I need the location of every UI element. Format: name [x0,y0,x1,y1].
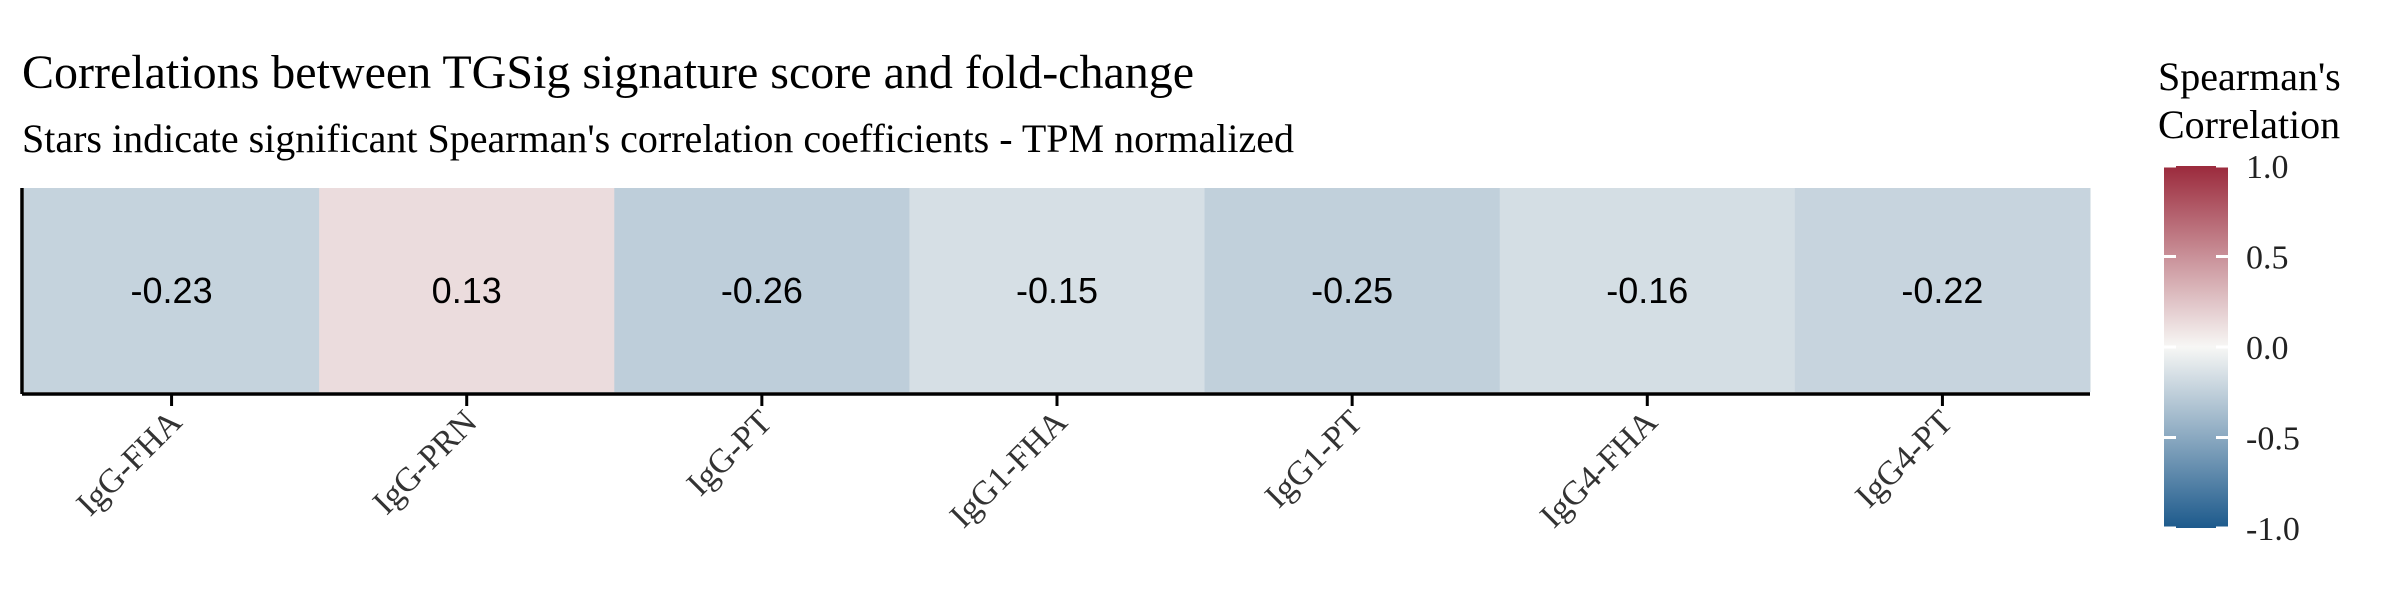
heatmap-cell-igg-fha [24,188,320,392]
legend-tick-label: -1.0 [2246,511,2300,548]
x-tick-label: IgG-FHA [70,403,190,523]
x-tick-label: IgG-PRN [366,403,484,521]
cell-value-label: 0.13 [432,270,502,311]
heatmap-cell-igg-pt [614,188,910,392]
legend-tick-label: 0.0 [2246,330,2289,367]
heatmap-cell-igg1-pt [1204,188,1501,392]
legend-tick-label: -0.5 [2246,421,2300,458]
x-tick-label: IgG1-PT [1258,403,1370,515]
chart-subtitle: Stars indicate significant Spearman's co… [22,116,1294,161]
legend-title-line-2: Correlation [2158,102,2340,147]
cell-value-label: -0.25 [1311,270,1393,311]
cell-value-label: -0.26 [721,270,803,311]
heatmap-cells [24,188,2091,392]
cell-value-label: -0.22 [1901,270,1983,311]
legend-ticks: 1.0 0.5 0.0 -0.5 -1.0 [2164,149,2300,548]
cell-value-label: -0.23 [131,270,213,311]
x-tick-label: IgG4-FHA [1533,403,1665,535]
heatmap-cell-igg-prn [319,188,615,392]
legend-title-line-1: Spearman's [2158,54,2341,99]
x-axis-ticks [170,394,1944,406]
x-tick-label: IgG4-PT [1848,403,1960,515]
x-axis-tick-labels: IgG-FHA IgG-PRN IgG-PT IgG1-FHA IgG1-PT IgG4-… [70,403,1961,535]
x-tick-label: IgG1-FHA [943,403,1075,535]
legend-tick-label: 0.5 [2246,240,2289,277]
heatmap-cell-igg1-fha [909,188,1206,392]
cell-value-labels: -0.23 0.13 -0.26 -0.15 -0.25 -0.16 -0.22 [131,270,1984,311]
heatmap-cell-igg4-pt [1794,188,2091,392]
heatmap-cell-igg4-fha [1499,188,1796,392]
legend-tick-label: 1.0 [2246,149,2289,186]
cell-value-label: -0.15 [1016,270,1098,311]
chart-title: Correlations between TGSig signature sco… [22,46,1194,99]
legend: Spearman's Correlation 1.0 0.5 0.0 -0.5 -1.0 [2158,54,2341,548]
cell-value-label: -0.16 [1606,270,1688,311]
x-tick-label: IgG-PT [680,403,780,503]
